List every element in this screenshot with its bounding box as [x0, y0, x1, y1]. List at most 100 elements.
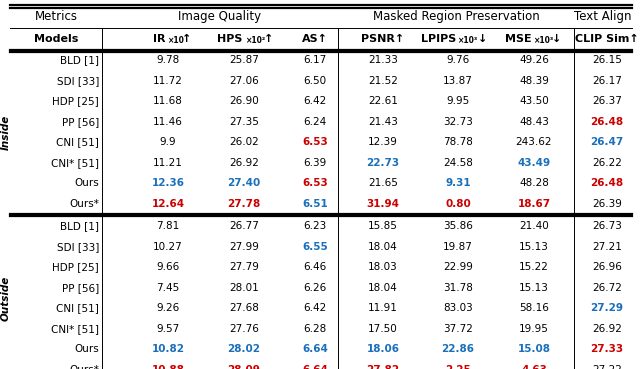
- Text: 12.39: 12.39: [368, 137, 398, 147]
- Text: 26.48: 26.48: [591, 178, 623, 188]
- Text: 26.92: 26.92: [592, 324, 622, 334]
- Text: 12.36: 12.36: [152, 178, 184, 188]
- Text: 27.06: 27.06: [229, 76, 259, 86]
- Text: ↑: ↑: [264, 34, 273, 44]
- Text: 26.22: 26.22: [592, 158, 622, 168]
- Text: 15.22: 15.22: [519, 262, 549, 272]
- Text: 25.87: 25.87: [229, 55, 259, 65]
- Text: Ours: Ours: [74, 344, 99, 354]
- Text: PP [56]: PP [56]: [61, 117, 99, 127]
- Text: 15.08: 15.08: [518, 344, 550, 354]
- Text: 9.31: 9.31: [445, 178, 471, 188]
- Text: 27.21: 27.21: [592, 242, 622, 252]
- Text: 6.28: 6.28: [303, 324, 326, 334]
- Text: MSE: MSE: [506, 34, 532, 44]
- Text: 6.55: 6.55: [302, 242, 328, 252]
- Text: 26.72: 26.72: [592, 283, 622, 293]
- Text: 26.37: 26.37: [592, 96, 622, 106]
- Text: 32.73: 32.73: [443, 117, 473, 127]
- Text: 21.33: 21.33: [368, 55, 398, 65]
- Text: 7.45: 7.45: [156, 283, 180, 293]
- Text: 15.85: 15.85: [368, 221, 398, 231]
- Text: 27.68: 27.68: [229, 303, 259, 313]
- Text: IR: IR: [154, 34, 166, 44]
- Text: 18.03: 18.03: [368, 262, 398, 272]
- Text: 37.72: 37.72: [443, 324, 473, 334]
- Text: 21.52: 21.52: [368, 76, 398, 86]
- Text: 26.73: 26.73: [592, 221, 622, 231]
- Text: 12.64: 12.64: [152, 199, 184, 209]
- Text: 27.76: 27.76: [229, 324, 259, 334]
- Text: 0.80: 0.80: [445, 199, 471, 209]
- Text: ↓: ↓: [552, 34, 561, 44]
- Text: 27.29: 27.29: [591, 303, 623, 313]
- Text: 28.09: 28.09: [228, 365, 260, 369]
- Text: 18.04: 18.04: [368, 242, 398, 252]
- Text: 10.88: 10.88: [152, 365, 184, 369]
- Text: 7.81: 7.81: [156, 221, 180, 231]
- Text: 27.99: 27.99: [229, 242, 259, 252]
- Text: PSNR↑: PSNR↑: [362, 34, 404, 44]
- Text: 15.13: 15.13: [519, 283, 549, 293]
- Text: 48.28: 48.28: [519, 178, 549, 188]
- Text: 9.76: 9.76: [446, 55, 470, 65]
- Text: 26.77: 26.77: [229, 221, 259, 231]
- Text: 6.46: 6.46: [303, 262, 326, 272]
- Text: 6.50: 6.50: [303, 76, 326, 86]
- Text: HPS: HPS: [216, 34, 242, 44]
- Text: 11.68: 11.68: [153, 96, 183, 106]
- Text: 22.99: 22.99: [443, 262, 473, 272]
- Text: 6.17: 6.17: [303, 55, 326, 65]
- Text: Inside: Inside: [1, 114, 11, 149]
- Text: 6.64: 6.64: [302, 344, 328, 354]
- Text: ↓: ↓: [478, 34, 488, 44]
- Text: 26.92: 26.92: [229, 158, 259, 168]
- Text: 18.04: 18.04: [368, 283, 398, 293]
- Text: 35.86: 35.86: [443, 221, 473, 231]
- Text: CNI [51]: CNI [51]: [56, 137, 99, 147]
- Text: 4.63: 4.63: [521, 365, 547, 369]
- Text: 2.25: 2.25: [445, 365, 471, 369]
- Text: 9.9: 9.9: [160, 137, 176, 147]
- Text: Text Align: Text Align: [574, 10, 632, 23]
- Text: 49.26: 49.26: [519, 55, 549, 65]
- Text: 6.53: 6.53: [302, 137, 328, 147]
- Text: 15.13: 15.13: [519, 242, 549, 252]
- Text: 18.67: 18.67: [517, 199, 550, 209]
- Text: 48.39: 48.39: [519, 76, 549, 86]
- Text: Models: Models: [34, 34, 78, 44]
- Text: LPIPS: LPIPS: [420, 34, 456, 44]
- Text: 27.33: 27.33: [591, 344, 623, 354]
- Text: HDP [25]: HDP [25]: [52, 262, 99, 272]
- Text: 10.27: 10.27: [153, 242, 183, 252]
- Text: 19.95: 19.95: [519, 324, 549, 334]
- Text: 6.42: 6.42: [303, 96, 326, 106]
- Text: 21.40: 21.40: [519, 221, 549, 231]
- Text: ×10³: ×10³: [457, 36, 477, 45]
- Text: BLD [1]: BLD [1]: [60, 221, 99, 231]
- Text: 21.43: 21.43: [368, 117, 398, 127]
- Text: 11.72: 11.72: [153, 76, 183, 86]
- Text: 11.46: 11.46: [153, 117, 183, 127]
- Text: 243.62: 243.62: [516, 137, 552, 147]
- Text: 26.96: 26.96: [592, 262, 622, 272]
- Text: Metrics: Metrics: [35, 10, 77, 23]
- Text: 27.35: 27.35: [229, 117, 259, 127]
- Text: 27.40: 27.40: [227, 178, 260, 188]
- Text: 9.57: 9.57: [156, 324, 180, 334]
- Text: 10.82: 10.82: [152, 344, 184, 354]
- Text: ×10³: ×10³: [533, 36, 553, 45]
- Text: Ours*: Ours*: [69, 365, 99, 369]
- Text: CNI* [51]: CNI* [51]: [51, 324, 99, 334]
- Text: ×10²: ×10²: [245, 36, 265, 45]
- Text: 26.15: 26.15: [592, 55, 622, 65]
- Text: 28.01: 28.01: [229, 283, 259, 293]
- Text: ×10: ×10: [167, 36, 184, 45]
- Text: 43.50: 43.50: [519, 96, 549, 106]
- Text: SDI [33]: SDI [33]: [56, 242, 99, 252]
- Text: 6.23: 6.23: [303, 221, 326, 231]
- Text: 17.50: 17.50: [368, 324, 398, 334]
- Text: 21.65: 21.65: [368, 178, 398, 188]
- Text: 6.39: 6.39: [303, 158, 326, 168]
- Text: 26.39: 26.39: [592, 199, 622, 209]
